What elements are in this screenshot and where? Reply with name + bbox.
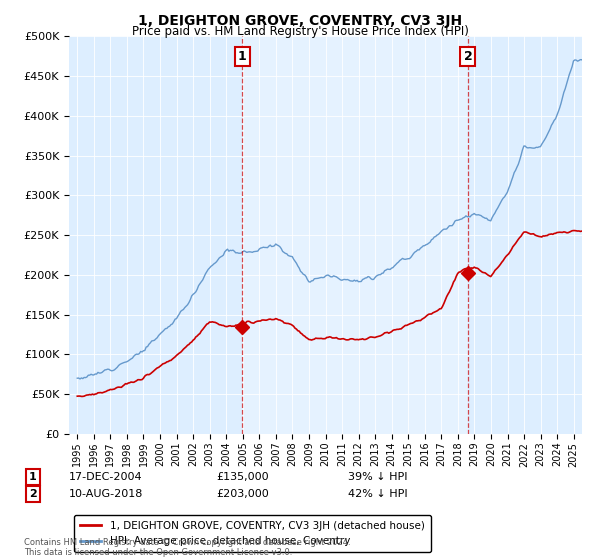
Text: Contains HM Land Registry data © Crown copyright and database right 2024.
This d: Contains HM Land Registry data © Crown c… xyxy=(24,538,350,557)
Text: Price paid vs. HM Land Registry's House Price Index (HPI): Price paid vs. HM Land Registry's House … xyxy=(131,25,469,38)
Text: 2: 2 xyxy=(29,489,37,499)
Text: £203,000: £203,000 xyxy=(216,489,269,499)
Text: 17-DEC-2004: 17-DEC-2004 xyxy=(69,472,143,482)
Text: 1: 1 xyxy=(29,472,37,482)
Text: 2: 2 xyxy=(464,50,472,63)
Legend: 1, DEIGHTON GROVE, COVENTRY, CV3 3JH (detached house), HPI: Average price, detac: 1, DEIGHTON GROVE, COVENTRY, CV3 3JH (de… xyxy=(74,515,431,553)
Text: £135,000: £135,000 xyxy=(216,472,269,482)
Text: 1: 1 xyxy=(238,50,247,63)
Text: 10-AUG-2018: 10-AUG-2018 xyxy=(69,489,143,499)
Text: 42% ↓ HPI: 42% ↓ HPI xyxy=(348,489,407,499)
Text: 39% ↓ HPI: 39% ↓ HPI xyxy=(348,472,407,482)
Text: 1, DEIGHTON GROVE, COVENTRY, CV3 3JH: 1, DEIGHTON GROVE, COVENTRY, CV3 3JH xyxy=(138,14,462,28)
Bar xyxy=(242,36,468,434)
